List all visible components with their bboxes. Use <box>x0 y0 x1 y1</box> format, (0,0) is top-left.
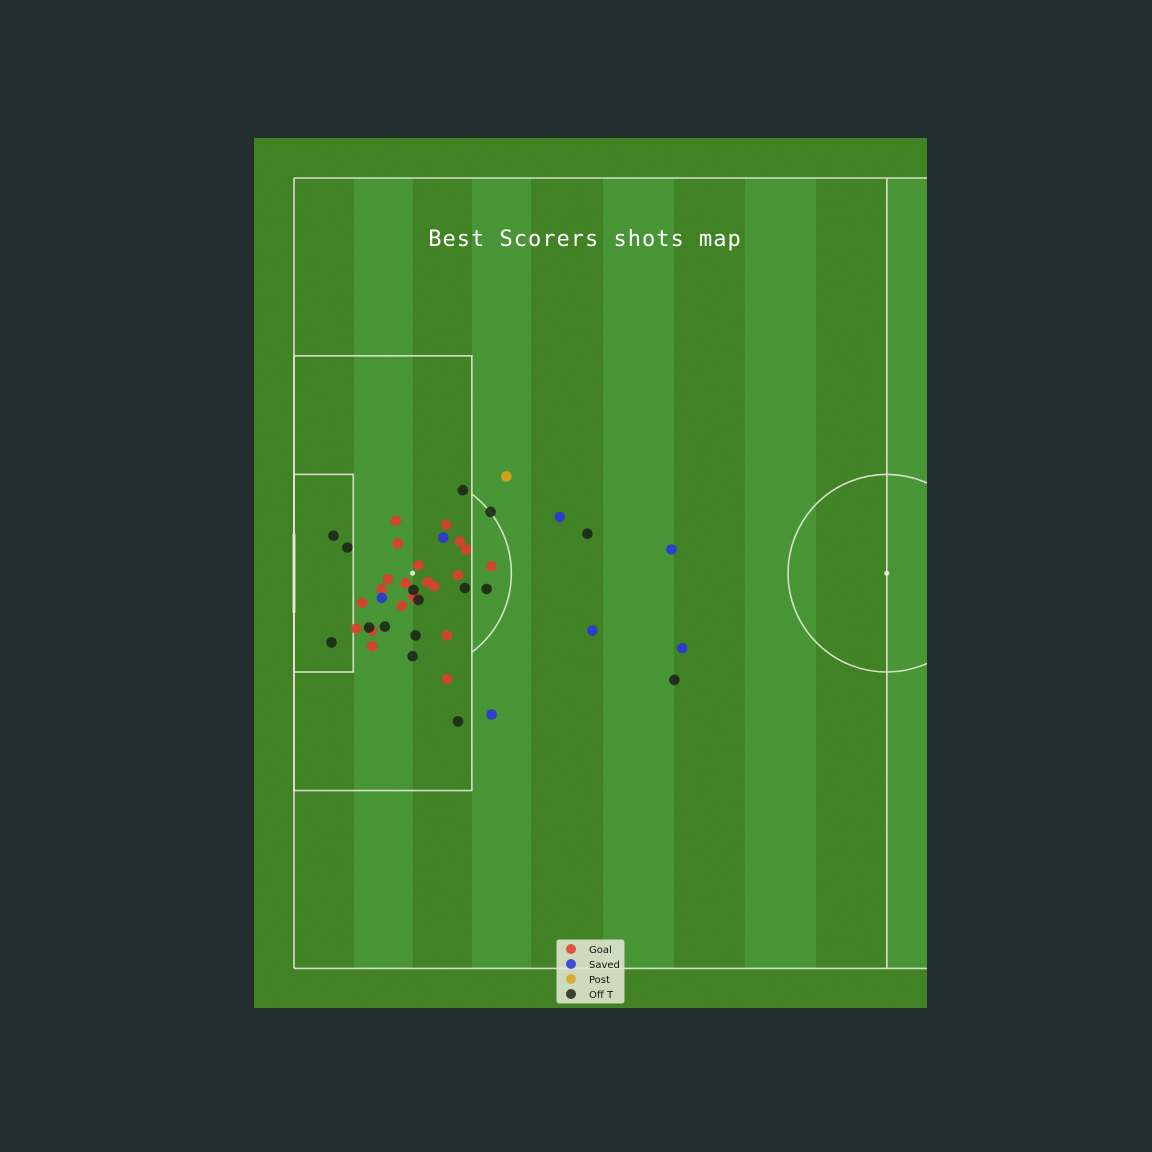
shot-point-off-t <box>328 530 339 541</box>
shot-point-goal <box>486 561 497 572</box>
legend-marker-off_target <box>566 989 576 999</box>
chart-title: Best Scorers shots map <box>428 227 741 252</box>
shot-point-off-t <box>457 484 469 496</box>
shot-point-goal <box>460 544 472 555</box>
shot-point-saved <box>666 544 677 555</box>
shot-point-off-t <box>379 621 391 632</box>
shot-point-goal <box>382 573 394 585</box>
centre-spot <box>884 570 890 576</box>
shot-point-goal <box>422 576 433 588</box>
shot-point-goal <box>454 536 466 547</box>
shot-point-off-t <box>459 582 471 594</box>
shot-point-off-t <box>408 584 419 596</box>
shot-point-saved <box>376 592 388 604</box>
legend-marker-saved <box>566 959 576 969</box>
legend-marker-goal <box>566 944 576 954</box>
shot-point-saved <box>437 532 449 543</box>
pitch-markings <box>292 177 927 970</box>
football-pitch <box>254 138 927 1008</box>
shot-point-goal <box>396 600 408 612</box>
shot-point-goal <box>413 560 424 571</box>
shot-point-off-t <box>326 637 337 648</box>
legend-label-goal: Goal <box>589 945 612 956</box>
legend-label-saved: Saved <box>589 960 620 971</box>
shot-point-off-t <box>410 630 421 641</box>
shot-point-goal <box>392 538 404 549</box>
shots-layer <box>326 471 688 727</box>
shot-point-goal <box>452 569 464 581</box>
shot-point-off-t <box>582 528 593 539</box>
penalty-spot <box>410 570 416 576</box>
shot-point-goal <box>356 597 368 609</box>
shot-point-off-t <box>669 674 680 686</box>
shot-point-goal <box>390 515 402 527</box>
shot-point-goal <box>350 623 362 634</box>
shot-point-saved <box>486 709 497 720</box>
shot-point-goal <box>441 630 453 641</box>
shot-point-post <box>501 471 512 482</box>
shot-point-off-t <box>481 583 493 595</box>
shot-point-off-t <box>363 622 375 633</box>
shot-point-goal <box>366 641 378 652</box>
shot-point-off-t <box>342 542 353 553</box>
grass-texture <box>254 138 927 1008</box>
centre-circle <box>787 473 927 673</box>
chart-legend: Goal Saved Post Off T <box>556 939 625 1004</box>
shot-point-goal <box>440 519 452 531</box>
shot-point-goal <box>400 577 411 589</box>
shot-point-saved <box>587 625 598 636</box>
shot-point-saved <box>677 643 688 654</box>
shot-point-goal <box>441 673 453 685</box>
shot-point-goal <box>376 583 388 595</box>
shot-point-off-t <box>485 506 496 518</box>
legend-box <box>556 939 625 1004</box>
shot-point-off-t <box>413 594 424 606</box>
legend-label-post: Post <box>589 975 610 986</box>
legend-marker-post <box>566 974 576 984</box>
shot-point-off-t <box>407 650 418 662</box>
shot-point-off-t <box>452 716 464 727</box>
legend-label-off_target: Off T <box>589 990 614 1001</box>
shot-point-saved <box>554 511 566 523</box>
